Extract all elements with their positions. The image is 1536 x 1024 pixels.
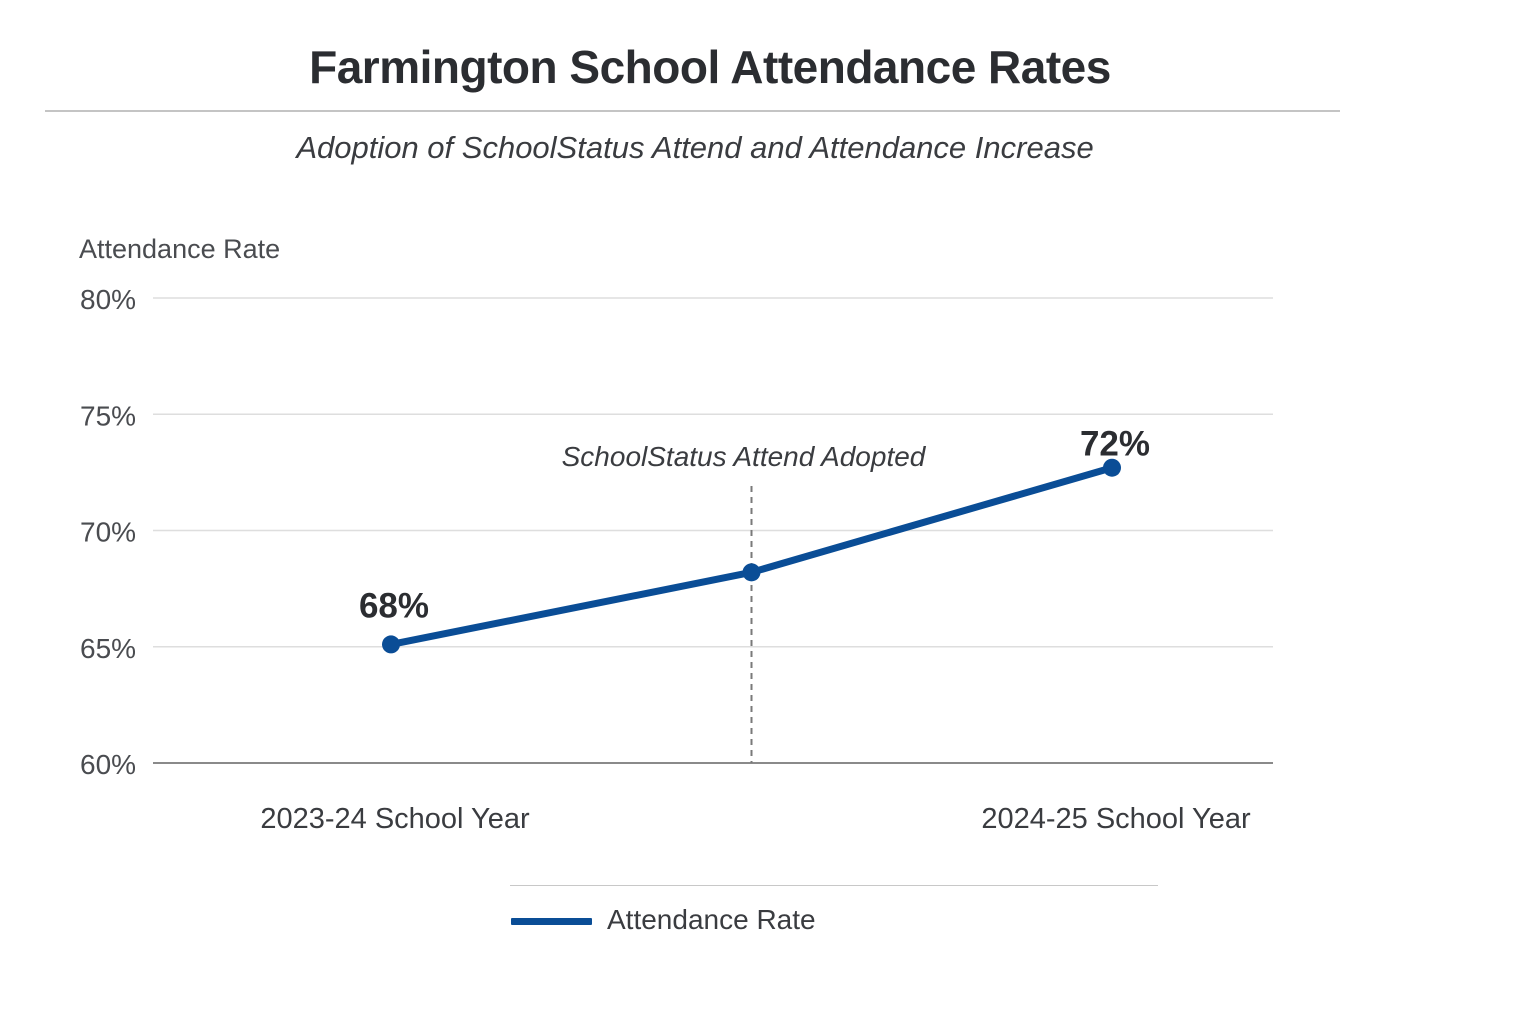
legend-label-attendance-rate: Attendance Rate bbox=[607, 904, 816, 935]
data-label: 68% bbox=[359, 586, 429, 625]
data-label: 72% bbox=[1080, 425, 1150, 464]
y-tick-label: 80% bbox=[80, 284, 136, 315]
data-point bbox=[382, 635, 400, 654]
legend-swatch-attendance-rate bbox=[511, 918, 592, 925]
chart-subtitle: Adoption of SchoolStatus Attend and Atte… bbox=[296, 130, 1094, 165]
x-tick-label: 2023-24 School Year bbox=[260, 803, 530, 835]
y-axis-title: Attendance Rate bbox=[79, 234, 280, 264]
x-tick-label: 2024-25 School Year bbox=[981, 803, 1251, 835]
y-tick-label: 70% bbox=[80, 517, 136, 548]
legend-divider bbox=[510, 885, 1158, 886]
data-point bbox=[742, 563, 761, 582]
y-tick-label: 60% bbox=[80, 749, 136, 780]
title-divider bbox=[45, 110, 1340, 112]
chart-title: Farmington School Attendance Rates bbox=[309, 41, 1111, 93]
y-tick-label: 75% bbox=[80, 400, 136, 431]
data-point bbox=[1103, 458, 1121, 477]
annotation-label: SchoolStatus Attend Adopted bbox=[562, 441, 927, 472]
y-tick-label: 65% bbox=[80, 633, 136, 664]
